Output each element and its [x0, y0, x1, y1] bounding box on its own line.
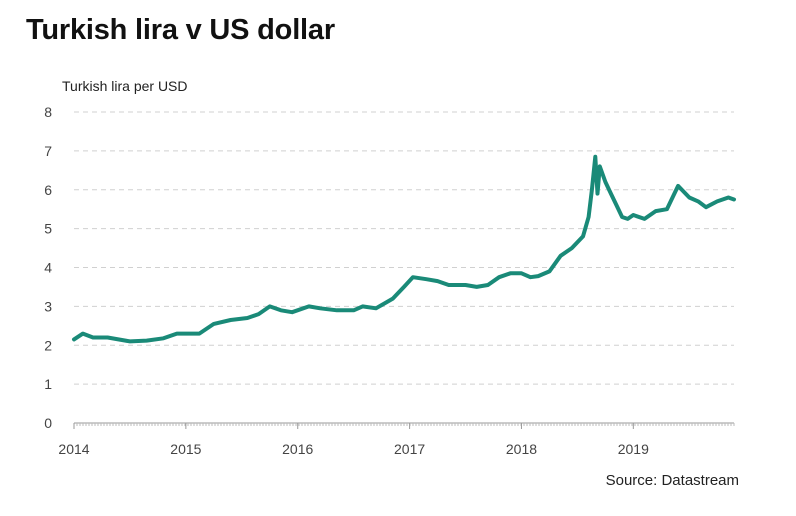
y-tick-label: 3	[44, 298, 52, 314]
source-note: Source: Datastream	[605, 472, 739, 489]
y-tick-label: 6	[44, 182, 52, 198]
y-tick-label: 7	[44, 143, 52, 159]
x-tick-label: 2019	[618, 441, 649, 457]
y-tick-label: 5	[44, 221, 52, 237]
y-axis-label: Turkish lira per USD	[62, 78, 188, 94]
y-tick-label: 8	[44, 104, 52, 120]
x-tick-label: 2014	[58, 441, 89, 457]
x-tick-label: 2018	[506, 441, 537, 457]
x-tick-label: 2017	[394, 441, 425, 457]
x-axis-minor-ticks	[73, 423, 735, 426]
y-tick-label: 2	[44, 337, 52, 353]
y-tick-label: 4	[44, 260, 52, 276]
series-line-lira-usd	[72, 154, 736, 344]
y-tick-label: 0	[44, 415, 52, 431]
x-tick-label: 2015	[170, 441, 201, 457]
chart-title: Turkish lira v US dollar	[26, 14, 335, 46]
y-tick-label: 1	[44, 376, 52, 392]
x-tick-label: 2016	[282, 441, 313, 457]
